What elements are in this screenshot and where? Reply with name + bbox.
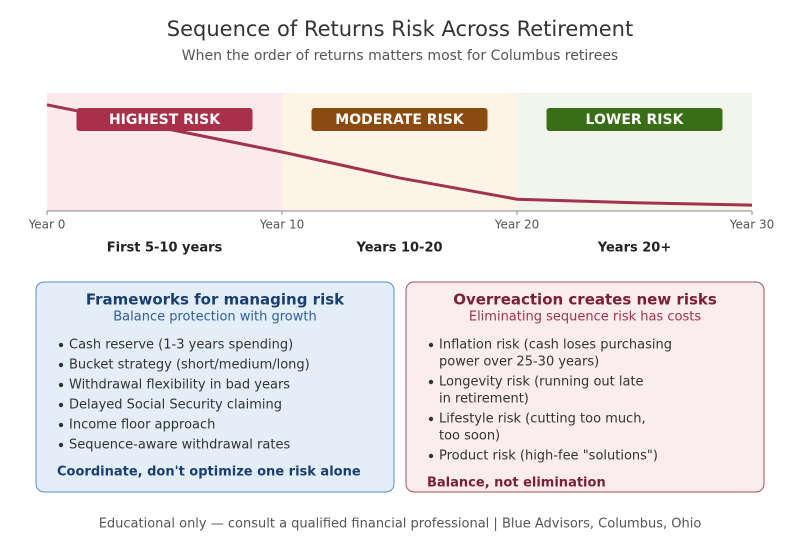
bullet-text: Withdrawal flexibility in bad years (69, 378, 290, 393)
panel-title: Frameworks for managing risk (86, 291, 345, 309)
bullet-text: Cash reserve (1-3 years spending) (69, 338, 293, 353)
x-tick-label: Year 30 (729, 218, 775, 232)
bullet-dot (58, 422, 64, 428)
bullet-text: Income floor approach (69, 418, 215, 433)
bullet-text: Lifestyle risk (cutting too much, (439, 412, 646, 427)
zone-badge (311, 108, 488, 131)
zone-period: Years 10-20 (355, 241, 442, 256)
bullet-dot (428, 416, 434, 422)
bullet-dot (428, 342, 434, 348)
x-tick-label: Year 0 (28, 218, 66, 232)
bullet-dot (58, 382, 64, 388)
chart-title: Sequence of Returns Risk Across Retireme… (167, 17, 633, 41)
zone-period: First 5-10 years (107, 241, 223, 256)
bullet-dot (58, 342, 64, 348)
x-tick-label: Year 10 (259, 218, 305, 232)
zone-period: Years 20+ (597, 241, 671, 256)
bullet-dot (428, 453, 434, 459)
bullet-text: Inflation risk (cash loses purchasing (439, 338, 672, 353)
bullet-text: Delayed Social Security claiming (69, 398, 282, 413)
panel-box (35, 281, 395, 493)
zone-label: HIGHEST RISK (109, 112, 221, 128)
bullet-dot (58, 362, 64, 368)
panel-title: Overreaction creates new risks (453, 291, 717, 309)
panel-box (405, 281, 765, 493)
bullet-text: in retirement) (439, 392, 529, 407)
zone-badge (76, 108, 253, 131)
zone-badge (546, 108, 723, 131)
footer: Educational only — consult a qualified f… (99, 517, 702, 532)
x-tick-label: Year 20 (494, 218, 540, 232)
bullet-text: Product risk (high-fee "solutions") (439, 449, 658, 464)
bullet-text: power over 25-30 years) (439, 355, 599, 370)
bullet-text: Sequence-aware withdrawal rates (69, 438, 290, 453)
bullet-text: Longevity risk (running out late (439, 375, 644, 390)
panel-subtitle: Balance protection with growth (113, 310, 316, 325)
bullet-text: Bucket strategy (short/medium/long) (69, 358, 310, 373)
panel-subtitle: Eliminating sequence risk has costs (469, 310, 702, 325)
zone-label: LOWER RISK (586, 112, 685, 128)
bullet-dot (58, 402, 64, 408)
bullet-dot (58, 442, 64, 448)
bullet-dot (428, 379, 434, 385)
panel-closing: Balance, not elimination (427, 476, 606, 491)
zone-label: MODERATE RISK (335, 112, 465, 128)
bullet-text: too soon) (439, 429, 500, 444)
chart-subtitle: When the order of returns matters most f… (182, 48, 618, 64)
panel-closing: Coordinate, don't optimize one risk alon… (57, 465, 361, 480)
